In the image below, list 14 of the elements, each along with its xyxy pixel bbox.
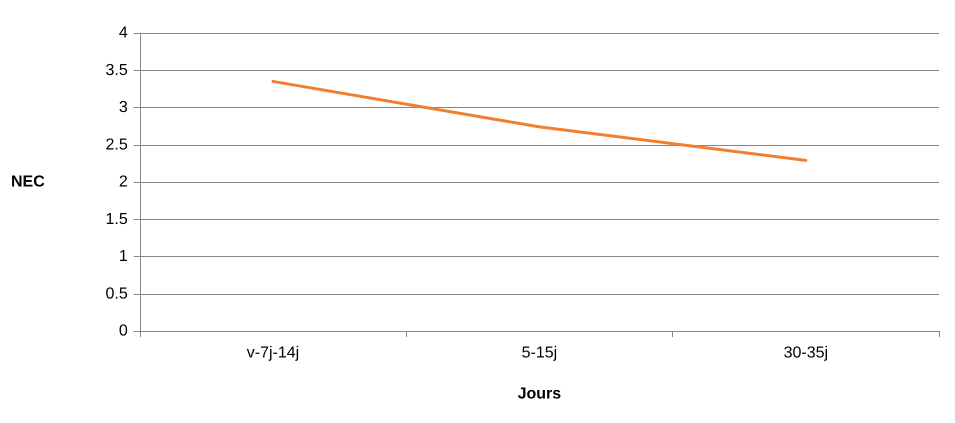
- y-tick-label: 1: [118, 248, 128, 265]
- x-tick-label: v-7j-14j: [246, 344, 300, 362]
- y-tick-label: 1.5: [106, 210, 128, 228]
- y-tick-label: 4: [118, 24, 128, 42]
- y-tick-label: 0: [118, 322, 128, 340]
- y-tick-label: 2: [118, 174, 128, 190]
- y-tick-label: 0.5: [106, 285, 128, 302]
- y-tick-label: 3.5: [106, 62, 128, 79]
- x-tick-label: 5-15j: [522, 344, 558, 362]
- y-tick-label: 3: [118, 99, 128, 116]
- x-axis-title: Jours: [518, 386, 562, 402]
- y-tick-label: 2.5: [106, 136, 128, 154]
- y-axis-title: NEC: [11, 174, 46, 190]
- x-tick-label: 30-35j: [784, 344, 828, 362]
